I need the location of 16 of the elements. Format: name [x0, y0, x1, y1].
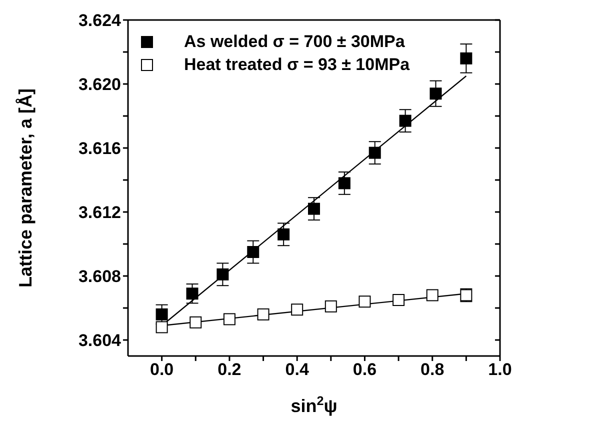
x-axis-title: sin$^{2}$ψ [290, 394, 338, 416]
x-tick-label: 1.0 [488, 360, 512, 380]
y-tick-label: 3.624 [78, 11, 122, 30]
x-tick-label: 0.2 [218, 360, 242, 380]
x-tick-label: 0.8 [420, 360, 444, 380]
y-tick-label: 3.608 [78, 267, 121, 286]
y-axis-title: Lattice parameter, a [Å] [15, 88, 36, 288]
x-tick-label: 0.0 [150, 360, 174, 380]
legend-label: Heat treated σ = 93 ± 10MPa [184, 54, 410, 74]
x-tick-label: 0.4 [285, 360, 310, 380]
y-tick-label: 3.604 [78, 331, 122, 350]
legend-label: As welded σ = 700 ± 30MPa [184, 32, 405, 52]
x-tick-label: 0.6 [352, 360, 377, 380]
y-tick-label: 3.616 [78, 139, 121, 158]
y-tick-label: 3.620 [78, 75, 121, 94]
y-tick-label: 3.612 [78, 203, 121, 222]
